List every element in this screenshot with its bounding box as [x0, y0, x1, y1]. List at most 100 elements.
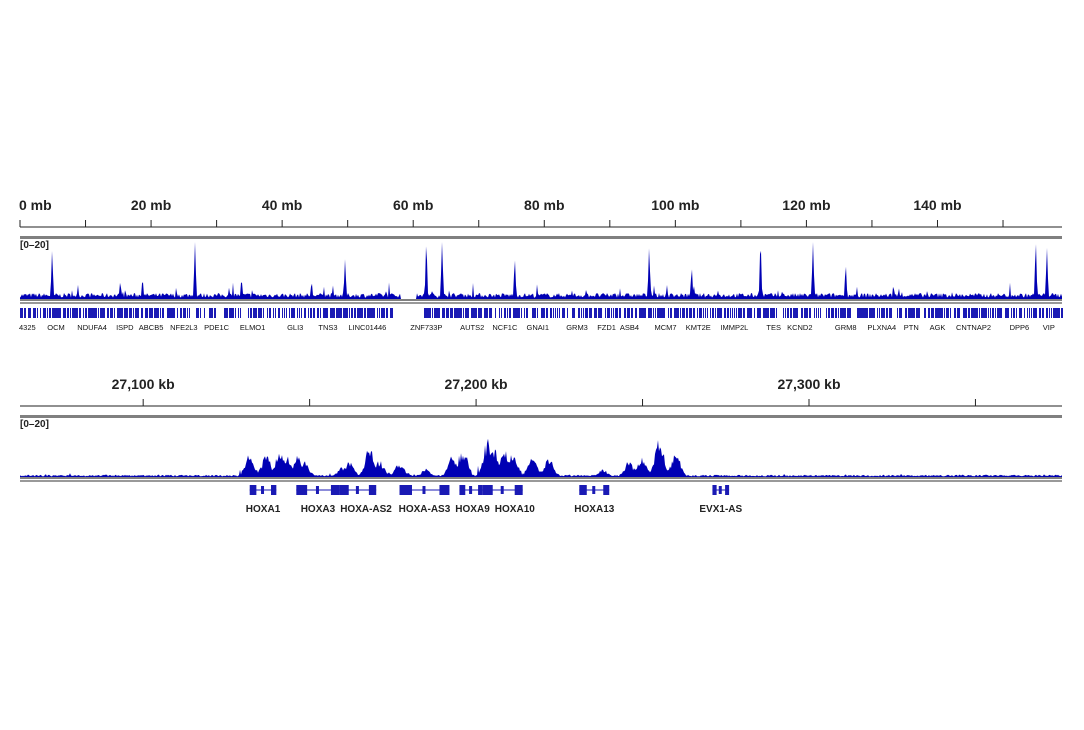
gene-feature [367, 308, 368, 318]
gene-feature [950, 308, 951, 318]
gene-feature [527, 308, 528, 318]
gene-feature [25, 308, 26, 318]
gene-feature [458, 308, 459, 318]
gene-feature [141, 308, 142, 318]
gene-exon [478, 485, 483, 495]
gene-feature [28, 308, 29, 318]
gene-feature [694, 308, 695, 318]
gene-feature [773, 308, 774, 318]
gene-feature [460, 308, 461, 318]
gene-feature [541, 308, 542, 318]
gene-feature [387, 308, 388, 318]
gene-feature [601, 308, 602, 318]
gene-label: HOXA-AS3 [399, 504, 451, 515]
gene-feature [325, 308, 326, 318]
gene-feature [480, 308, 481, 318]
gene-feature [713, 308, 714, 318]
gene-feature [250, 308, 251, 318]
gene-feature [595, 308, 596, 318]
gene-feature [100, 308, 101, 318]
gene-feature [725, 308, 726, 318]
gene-feature [958, 308, 959, 318]
gene-exon [459, 485, 466, 495]
gene-feature [931, 308, 932, 318]
gene-feature [636, 308, 637, 318]
gene-feature [684, 308, 685, 318]
gene-feature [913, 308, 914, 318]
gene-feature [534, 308, 535, 318]
gene-feature [425, 308, 426, 318]
gene-feature [313, 308, 314, 318]
gene-feature [935, 308, 936, 318]
gene-feature [977, 308, 978, 318]
gene-feature [687, 308, 688, 318]
gene-feature [224, 308, 225, 318]
gene-feature [43, 308, 44, 318]
gene-feature [20, 308, 21, 318]
gene-feature [487, 308, 488, 318]
gene-feature [467, 308, 468, 318]
gene-feature [89, 308, 90, 318]
gene-feature [908, 308, 909, 318]
gene-feature [946, 308, 947, 318]
gene-feature [600, 308, 601, 318]
gene-label: KCND2 [787, 323, 812, 332]
gene-label: EVX1-AS [699, 504, 742, 515]
gene-label: HOXA9 [455, 504, 490, 515]
gene-feature [814, 308, 815, 318]
gene-feature [30, 308, 31, 318]
gene-feature [697, 308, 698, 318]
gene-feature [850, 308, 851, 318]
gene-feature [579, 308, 580, 318]
gene-feature [170, 308, 171, 318]
gene-feature [160, 308, 161, 318]
gene-feature [639, 308, 640, 318]
gene-feature [741, 308, 742, 318]
gene-feature [905, 308, 906, 318]
gene-feature [344, 308, 345, 318]
gene-feature [870, 308, 871, 318]
gene-feature [1005, 308, 1006, 318]
gene-feature [516, 308, 517, 318]
gene-feature [484, 308, 485, 318]
gene-feature [998, 308, 999, 318]
gene-label: HOXA1 [246, 504, 281, 515]
gene-feature [121, 308, 122, 318]
gene-feature [63, 308, 64, 318]
gene-feature [101, 308, 102, 318]
gene-exon [439, 485, 450, 495]
gene-feature [620, 308, 621, 318]
gene-feature [311, 308, 312, 318]
gene-feature [615, 308, 616, 318]
gene-exon [315, 486, 319, 494]
gene-feature [429, 308, 430, 318]
gene-feature [50, 308, 51, 318]
gene-feature [862, 308, 863, 318]
gene-feature [1062, 308, 1063, 318]
ruler-tick-label: 27,300 kb [777, 376, 840, 392]
gene-feature [1019, 308, 1020, 318]
gene-feature [75, 308, 76, 318]
gene-feature [747, 308, 748, 318]
gene-feature [972, 308, 973, 318]
gene-feature [1054, 308, 1055, 318]
gene-feature [707, 308, 708, 318]
gene-feature [510, 308, 511, 318]
gene-feature [720, 308, 721, 318]
gene-feature [848, 308, 849, 318]
gene-feature [125, 308, 126, 318]
gene-feature [788, 308, 789, 318]
gene-feature [501, 308, 502, 318]
gene-feature [1055, 308, 1056, 318]
gene-feature [336, 308, 337, 318]
gene-feature [860, 308, 861, 318]
gene-feature [1029, 308, 1030, 318]
gene-feature [437, 308, 438, 318]
gene-feature [703, 308, 704, 318]
gene-feature [73, 308, 74, 318]
gene-feature [801, 308, 802, 318]
gene-feature [964, 308, 965, 318]
gene-feature [700, 308, 701, 318]
gene-feature [551, 308, 552, 318]
gene-feature [574, 308, 575, 318]
